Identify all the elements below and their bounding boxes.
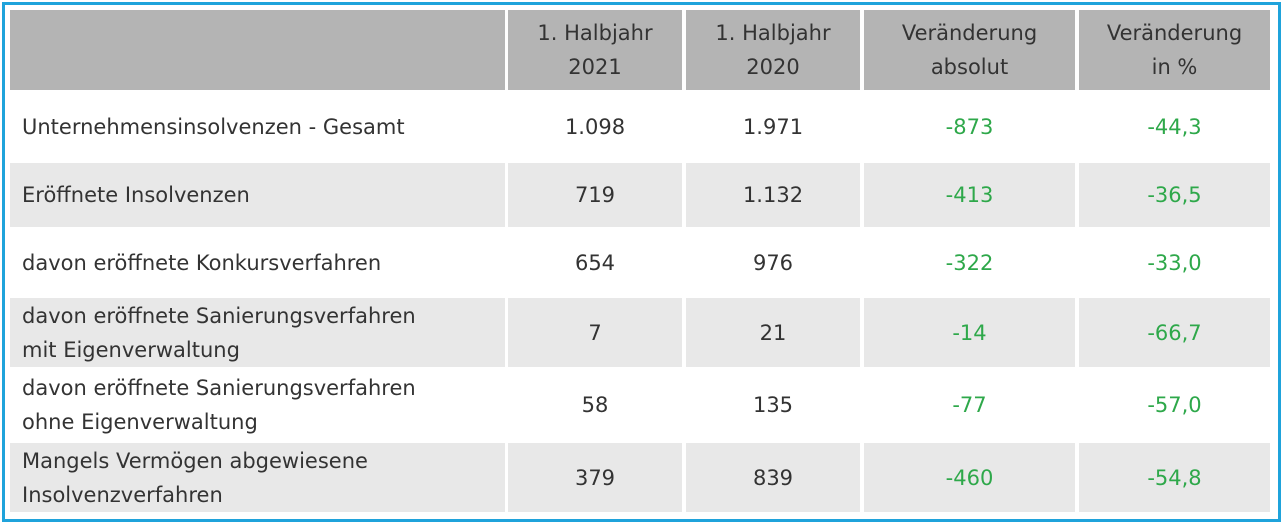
change-cell: -57,0 bbox=[1079, 370, 1270, 440]
cell-text: 976 bbox=[752, 250, 794, 275]
change-cell: -44,3 bbox=[1079, 93, 1270, 160]
cell-text: 21 bbox=[759, 320, 787, 345]
value-cell: 21 bbox=[686, 298, 860, 367]
change-cell: -14 bbox=[864, 298, 1075, 367]
cell-text: 654 bbox=[574, 250, 616, 275]
change-cell: -322 bbox=[864, 230, 1075, 295]
cell-text: davon eröffnete Sanierungsverfahren bbox=[22, 303, 416, 328]
change-cell: -36,5 bbox=[1079, 163, 1270, 227]
cell-text: -14 bbox=[952, 320, 987, 345]
cell-text: 1. Halbjahr bbox=[537, 21, 653, 45]
cell-text: -873 bbox=[945, 114, 994, 139]
cell-text: Veränderung bbox=[901, 21, 1038, 45]
value-cell: 654 bbox=[508, 230, 682, 295]
cell-text: 839 bbox=[752, 465, 794, 490]
cell-text: 1. Halbjahr bbox=[715, 21, 831, 45]
cell-text: davon eröffnete Sanierungsverfahren bbox=[22, 376, 416, 400]
cell-text: -33,0 bbox=[1147, 250, 1202, 275]
cell-text: in % bbox=[1151, 55, 1198, 79]
cell-text: 1.971 bbox=[742, 114, 804, 139]
value-cell: 1.098 bbox=[508, 93, 682, 160]
cell-text: 1.132 bbox=[742, 183, 804, 207]
row-label: davon eröffnete Sanierungsverfahren ohne … bbox=[10, 370, 505, 440]
change-cell: -54,8 bbox=[1079, 443, 1270, 512]
cell-text: 2021 bbox=[568, 55, 622, 79]
cell-text: -44,3 bbox=[1147, 114, 1202, 139]
value-cell: 839 bbox=[686, 443, 860, 512]
cell-text: 58 bbox=[581, 393, 609, 417]
header-cell bbox=[10, 10, 505, 90]
header-cell: Veränderung absolut bbox=[864, 10, 1075, 90]
cell-text: -77 bbox=[952, 393, 987, 417]
cell-text: Mangels Vermögen abgewiesene bbox=[22, 448, 368, 473]
cell-text: 2020 bbox=[746, 55, 800, 79]
cell-text: absolut bbox=[930, 55, 1009, 79]
cell-text: Veränderung bbox=[1106, 21, 1243, 45]
cell-text: ohne Eigenverwaltung bbox=[22, 410, 258, 434]
cell-text: 379 bbox=[574, 465, 616, 490]
change-cell: -413 bbox=[864, 163, 1075, 227]
cell-text: 1.098 bbox=[564, 114, 626, 139]
value-cell: 976 bbox=[686, 230, 860, 295]
change-cell: -77 bbox=[864, 370, 1075, 440]
header-cell: 1. Halbjahr 2020 bbox=[686, 10, 860, 90]
cell-text: -460 bbox=[945, 465, 994, 490]
cell-text: -413 bbox=[945, 183, 994, 207]
change-cell: -460 bbox=[864, 443, 1075, 512]
cell-text: Insolvenzverfahren bbox=[22, 482, 223, 507]
value-cell: 379 bbox=[508, 443, 682, 512]
value-cell: 58 bbox=[508, 370, 682, 440]
value-cell: 7 bbox=[508, 298, 682, 367]
value-cell: 719 bbox=[508, 163, 682, 227]
cell-text: davon eröffnete Konkursverfahren bbox=[22, 250, 382, 275]
cell-text: Eröffnete Insolvenzen bbox=[22, 183, 250, 207]
cell-text: 135 bbox=[752, 393, 794, 417]
change-cell: -33,0 bbox=[1079, 230, 1270, 295]
row-label: Eröffnete Insolvenzen bbox=[10, 163, 505, 227]
cell-text: -66,7 bbox=[1147, 320, 1202, 345]
cell-text: mit Eigenverwaltung bbox=[22, 337, 240, 362]
cell-text: -54,8 bbox=[1147, 465, 1202, 490]
cell-text: -36,5 bbox=[1147, 183, 1202, 207]
value-cell: 135 bbox=[686, 370, 860, 440]
header-cell: 1. Halbjahr 2021 bbox=[508, 10, 682, 90]
row-label: davon eröffnete Konkursverfahren bbox=[10, 230, 505, 295]
value-cell: 1.971 bbox=[686, 93, 860, 160]
value-cell: 1.132 bbox=[686, 163, 860, 227]
row-label: davon eröffnete Sanierungsverfahren mit E… bbox=[10, 298, 505, 367]
change-cell: -66,7 bbox=[1079, 298, 1270, 367]
header-cell: Veränderung in % bbox=[1079, 10, 1270, 90]
row-label: Mangels Vermögen abgewiesene Insolvenzver… bbox=[10, 443, 505, 512]
cell-text: Unternehmensinsolvenzen - Gesamt bbox=[22, 114, 405, 139]
cell-text: -57,0 bbox=[1147, 393, 1202, 417]
cell-text: -322 bbox=[945, 250, 994, 275]
row-label: Unternehmensinsolvenzen - Gesamt bbox=[10, 93, 505, 160]
cell-text: 719 bbox=[574, 183, 616, 207]
cell-text: 7 bbox=[588, 320, 602, 345]
change-cell: -873 bbox=[864, 93, 1075, 160]
